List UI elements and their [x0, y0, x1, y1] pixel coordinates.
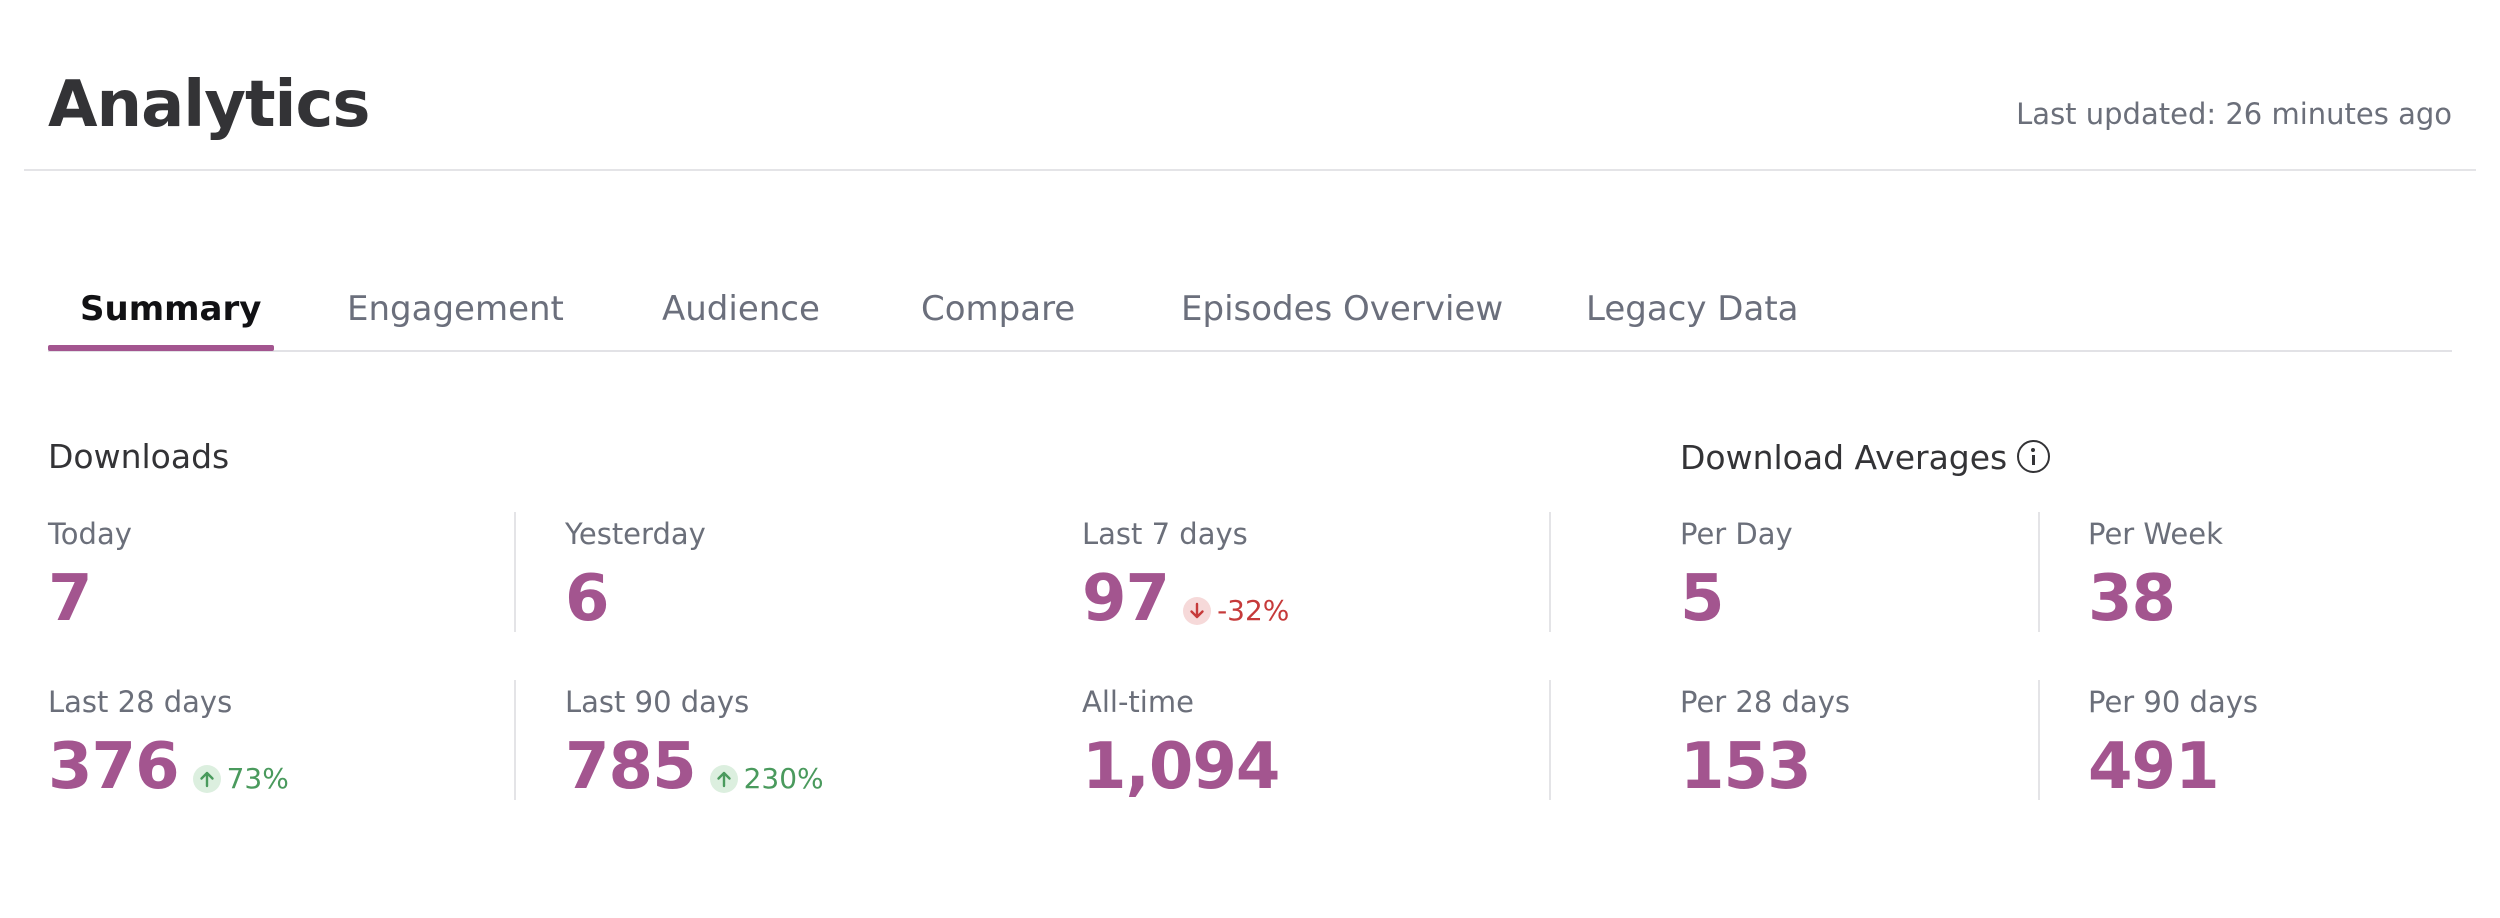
stat-value: 1,094	[1082, 730, 1280, 804]
stat-value: 785	[565, 730, 697, 804]
stat-value: 7	[48, 562, 93, 636]
stat-per-28-days: Per 28 days 153	[1680, 685, 1851, 804]
arrow-up-icon	[709, 765, 738, 793]
divider	[1549, 512, 1551, 632]
divider	[514, 512, 516, 632]
last-updated-text: Last updated: 26 minutes ago	[2016, 97, 2452, 131]
stat-all-time: All-time 1,094	[1082, 685, 1280, 804]
tab-audience[interactable]: Audience	[662, 289, 820, 329]
stat-value: 491	[2088, 730, 2220, 804]
stat-value: 5	[1680, 562, 1725, 636]
arrow-up-icon	[192, 765, 221, 793]
info-icon[interactable]	[2017, 440, 2051, 473]
page-title: Analytics	[48, 68, 370, 142]
stat-label: Per 28 days	[1680, 685, 1851, 719]
stat-value: 6	[565, 562, 610, 636]
change-value: -32%	[1217, 594, 1290, 627]
page-header: Analytics Last updated: 26 minutes ago	[24, 0, 2476, 171]
stat-label: Last 90 days	[565, 685, 750, 719]
download-averages-label: Download Averages	[1680, 438, 2008, 477]
stat-label: Last 7 days	[1082, 517, 1248, 551]
stat-today: Today 7	[48, 517, 132, 636]
divider	[2038, 680, 2040, 800]
tab-summary[interactable]: Summary	[80, 289, 262, 329]
stat-label: Today	[48, 517, 132, 551]
stat-value: 153	[1680, 730, 1812, 804]
stat-label: Per Week	[2088, 517, 2223, 551]
divider	[2038, 512, 2040, 632]
tab-legacy-data[interactable]: Legacy Data	[1586, 289, 1799, 329]
tab-compare[interactable]: Compare	[921, 289, 1076, 329]
active-tab-indicator	[48, 345, 274, 351]
stat-last-7-days: Last 7 days 97 -32%	[1082, 517, 1289, 636]
stat-per-week: Per Week 38	[2088, 517, 2223, 636]
divider	[514, 680, 516, 800]
change-value: 230%	[743, 762, 824, 795]
download-averages-title: Download Averages	[1680, 438, 2051, 477]
change-badge: 73%	[192, 762, 289, 795]
arrow-down-icon	[1183, 597, 1212, 625]
stat-label: Yesterday	[565, 517, 706, 551]
stat-label: Per Day	[1680, 517, 1793, 551]
stat-label: Per 90 days	[2088, 685, 2259, 719]
stat-value: 376	[48, 730, 180, 804]
stat-per-day: Per Day 5	[1680, 517, 1793, 636]
change-badge: -32%	[1183, 597, 1289, 625]
tab-engagement[interactable]: Engagement	[347, 289, 564, 329]
downloads-title: Downloads	[48, 437, 230, 476]
change-badge: 230%	[709, 762, 824, 795]
tab-bar: Summary Engagement Audience Compare Epis…	[48, 280, 2452, 352]
divider	[1549, 680, 1551, 800]
stat-per-90-days: Per 90 days 491	[2088, 685, 2259, 804]
tab-episodes-overview[interactable]: Episodes Overview	[1181, 289, 1504, 329]
stat-last-28-days: Last 28 days 376 73%	[48, 685, 289, 804]
stat-yesterday: Yesterday 6	[565, 517, 706, 636]
stat-value: 97	[1082, 562, 1170, 636]
stat-label: Last 28 days	[48, 685, 233, 719]
stat-label: All-time	[1082, 685, 1194, 719]
change-value: 73%	[226, 762, 289, 795]
stat-last-90-days: Last 90 days 785 230%	[565, 685, 824, 804]
stat-value: 38	[2088, 562, 2176, 636]
